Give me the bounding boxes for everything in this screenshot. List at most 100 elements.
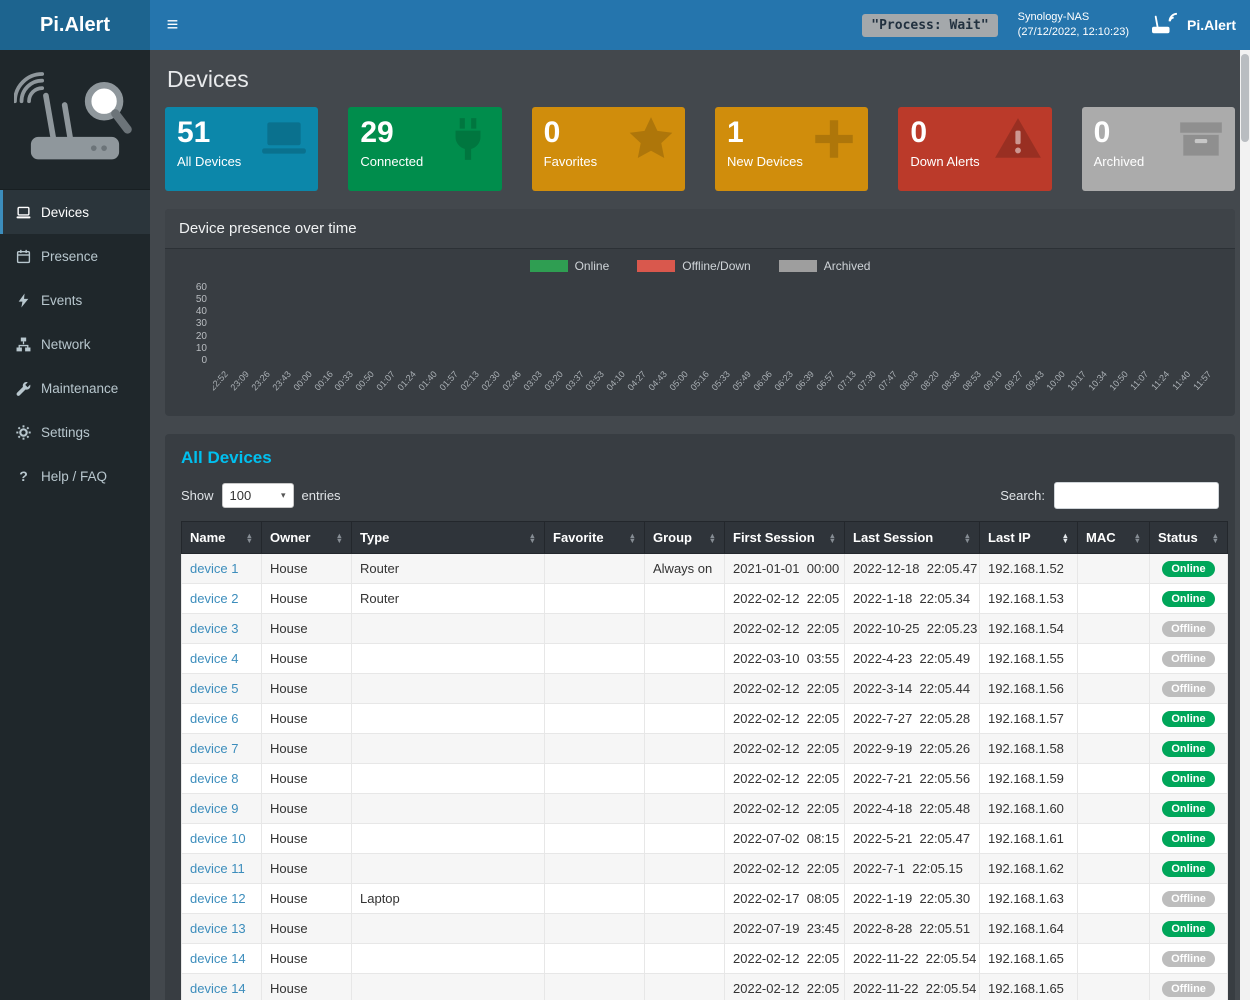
cell-name: device 12: [181, 883, 262, 914]
chart-plot: [213, 282, 1217, 366]
scrollbar-thumb[interactable]: [1241, 54, 1249, 142]
device-link[interactable]: device 11: [190, 861, 245, 876]
device-row: device 13 House 2022-07-19 23:45 2022-8-28 …: [181, 913, 1228, 944]
column-header-type[interactable]: Type ▲ ▼: [351, 521, 545, 554]
cell-favorite: [544, 793, 645, 824]
cell-last-ip: 192.168.1.58: [979, 733, 1078, 764]
entries-select[interactable]: 100 ▾: [221, 483, 294, 508]
cell-owner: House: [261, 673, 352, 704]
sidebar-item-events[interactable]: Events: [0, 278, 150, 322]
cell-type: [351, 643, 545, 674]
device-row: device 2 House Router 2022-02-12 22:05 2022-…: [181, 583, 1228, 614]
column-header-last-session[interactable]: Last Session ▲ ▼: [844, 521, 980, 554]
sidebar-item-maintenance[interactable]: Maintenance: [0, 366, 150, 410]
sidebar-item-label: Settings: [41, 424, 90, 440]
card-label: All Devices: [177, 153, 242, 169]
sidebar-item-presence[interactable]: Presence: [0, 234, 150, 278]
column-header-last-ip[interactable]: Last IP ▲ ▼: [979, 521, 1078, 554]
summary-card-all-devices[interactable]: 51 All Devices: [165, 107, 319, 191]
cell-mac: [1077, 673, 1150, 704]
cell-favorite: [544, 763, 645, 794]
device-link[interactable]: device 1: [190, 561, 239, 576]
status-badge: Online: [1162, 711, 1215, 727]
cell-first-session: 2022-07-02 08:15: [724, 823, 845, 854]
cell-mac: [1077, 823, 1150, 854]
status-badge: Online: [1162, 801, 1215, 817]
cell-favorite: [544, 973, 645, 1000]
cell-last-session: 2022-1-19 22:05.30: [844, 883, 980, 914]
cell-type: [351, 913, 545, 944]
cell-owner: House: [261, 583, 352, 614]
hamburger-icon[interactable]: ≡: [166, 13, 179, 36]
legend-online: Online: [529, 259, 609, 273]
status-badge: Online: [1162, 591, 1215, 607]
sidebar-item-settings[interactable]: Settings: [0, 410, 150, 454]
column-header-mac[interactable]: MAC ▲ ▼: [1077, 521, 1150, 554]
summary-card-archived[interactable]: 0 Archived: [1081, 107, 1235, 191]
device-link[interactable]: device 14: [190, 951, 246, 966]
cell-name: device 3: [181, 613, 262, 644]
presence-chart-panel: Device presence over time Online Offline/…: [165, 209, 1235, 416]
page-scrollbar[interactable]: [1240, 50, 1250, 1000]
device-link[interactable]: device 2: [190, 591, 239, 606]
archive-icon: [1176, 114, 1226, 169]
column-header-name[interactable]: Name ▲ ▼: [181, 521, 262, 554]
cell-type: [351, 613, 545, 644]
cell-group: [644, 673, 725, 704]
device-link[interactable]: device 8: [190, 771, 239, 786]
summary-card-down-alerts[interactable]: 0 Down Alerts: [898, 107, 1052, 191]
cell-name: device 14: [181, 973, 262, 1000]
summary-card-connected[interactable]: 29 Connected: [348, 107, 502, 191]
summary-card-new-devices[interactable]: 1 New Devices: [714, 107, 869, 191]
cell-last-session: 2022-1-18 22:05.34: [844, 583, 980, 614]
device-row: device 9 House 2022-02-12 22:05 2022-4-18 2…: [181, 793, 1228, 824]
cell-favorite: [544, 943, 645, 974]
device-link[interactable]: device 14: [190, 981, 246, 996]
device-link[interactable]: device 10: [190, 831, 246, 846]
device-link[interactable]: device 3: [190, 621, 239, 636]
cell-owner: House: [261, 763, 352, 794]
chevron-down-icon: ▾: [281, 490, 286, 500]
device-link[interactable]: device 13: [190, 921, 246, 936]
column-header-owner[interactable]: Owner ▲ ▼: [261, 521, 352, 554]
cell-status: Online: [1149, 733, 1228, 764]
device-row: device 5 House 2022-02-12 22:05 2022-3-14 2…: [181, 673, 1228, 704]
status-badge: Offline: [1162, 621, 1215, 637]
sidebar-item-help-faq[interactable]: ? Help / FAQ: [0, 454, 150, 498]
column-header-group[interactable]: Group ▲ ▼: [644, 521, 725, 554]
cell-last-session: 2022-11-22 22:05.54: [844, 973, 980, 1000]
cell-first-session: 2022-02-12 22:05: [724, 733, 845, 764]
sidebar-item-network[interactable]: Network: [0, 322, 150, 366]
cell-name: device 9: [181, 793, 262, 824]
laptop-icon: [16, 205, 31, 220]
app-logo[interactable]: Pi.Alert: [0, 0, 150, 50]
column-header-first-session[interactable]: First Session ▲ ▼: [724, 521, 845, 554]
search-input[interactable]: [1054, 482, 1219, 509]
device-row: device 8 House 2022-02-12 22:05 2022-7-21 2…: [181, 763, 1228, 794]
device-link[interactable]: device 6: [190, 711, 239, 726]
card-label: New Devices: [726, 153, 803, 169]
cell-type: [351, 673, 545, 704]
column-header-favorite[interactable]: Favorite ▲ ▼: [544, 521, 645, 554]
cell-last-ip: 192.168.1.64: [979, 913, 1078, 944]
device-link[interactable]: device 12: [190, 891, 246, 906]
pialert-logo: [0, 50, 150, 190]
pialert-nav-link[interactable]: Pi.Alert: [1149, 12, 1236, 39]
status-badge: Online: [1162, 561, 1215, 577]
cell-favorite: [544, 703, 645, 734]
column-header-status[interactable]: Status ▲ ▼: [1149, 521, 1228, 554]
cell-favorite: [544, 733, 645, 764]
cell-last-session: 2022-8-28 22:05.51: [844, 913, 980, 944]
cell-mac: [1077, 913, 1150, 944]
device-link[interactable]: device 4: [190, 651, 239, 666]
cell-favorite: [544, 913, 645, 944]
cell-group: [644, 973, 725, 1000]
device-link[interactable]: device 9: [190, 801, 239, 816]
device-link[interactable]: device 7: [190, 741, 239, 756]
sort-icon: ▲ ▼: [1061, 530, 1069, 545]
cell-owner: House: [261, 733, 352, 764]
device-link[interactable]: device 5: [190, 681, 239, 696]
summary-card-favorites[interactable]: 0 Favorites: [531, 107, 685, 191]
sidebar-item-devices[interactable]: Devices: [0, 190, 150, 234]
show-label: Show: [181, 488, 214, 503]
